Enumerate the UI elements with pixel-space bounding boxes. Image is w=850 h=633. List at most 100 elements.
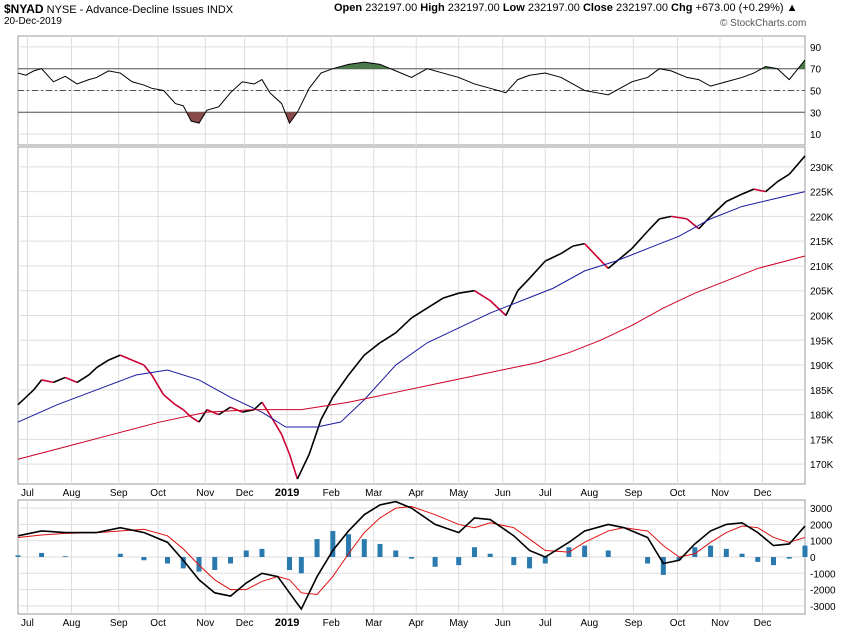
macd-histogram-bar xyxy=(377,543,383,557)
price-x-tick-label: Mar xyxy=(365,488,383,499)
chart-date: 20-Dec-2019 xyxy=(4,16,62,27)
macd-histogram-bar xyxy=(432,557,438,567)
price-x-tick-label: May xyxy=(449,488,468,499)
price-y-tick-label: 185K xyxy=(810,386,834,397)
rsi-oversold-fill xyxy=(18,112,805,124)
price-line-segment xyxy=(788,155,806,175)
macd-histogram-bar xyxy=(605,550,611,557)
price-line-segment xyxy=(332,374,350,398)
macd-y-tick-label: -2000 xyxy=(810,586,836,597)
price-line-segment xyxy=(120,354,133,361)
price-x-tick-label: Sep xyxy=(625,488,643,499)
macd-histogram-bar xyxy=(39,552,45,557)
price-y-tick-label: 205K xyxy=(810,287,834,298)
macd-histogram-bar xyxy=(739,553,745,557)
macd-histogram-bar xyxy=(645,557,651,564)
price-line-segment xyxy=(395,317,413,334)
price-line-segment xyxy=(411,307,428,319)
macd-x-tick-label: Dec xyxy=(754,618,772,629)
price-x-tick-label: Dec xyxy=(236,488,254,499)
macd-x-tick-label: Mar xyxy=(365,618,383,629)
price-line-segment xyxy=(584,243,598,257)
macd-x-tick-label: May xyxy=(449,618,468,629)
price-line-segment xyxy=(108,354,121,361)
price-line-segment xyxy=(253,401,263,411)
price-line-segment xyxy=(190,416,200,423)
rsi-y-tick-label: 10 xyxy=(810,130,822,141)
macd-histogram-bar xyxy=(723,548,729,557)
macd-y-tick-label: 0 xyxy=(810,553,816,564)
macd-x-tick-label: Sep xyxy=(625,618,643,629)
grid xyxy=(18,36,805,614)
macd-histogram-bar xyxy=(692,547,698,557)
close-value: 232197.00 xyxy=(615,2,668,14)
price-line-segment xyxy=(347,354,365,376)
price-line-segment xyxy=(53,376,66,384)
price-y-tick-label: 225K xyxy=(810,188,834,199)
price-line-segment xyxy=(363,342,381,356)
high-value: 232197.00 xyxy=(447,2,500,14)
low-value: 232197.00 xyxy=(527,2,580,14)
price-x-tick-label: 2019 xyxy=(275,487,299,499)
price-x-tick-label: Jul xyxy=(539,488,552,499)
price-x-tick-label: Dec xyxy=(754,488,772,499)
chart-header-left: $NYAD NYSE - Advance-Decline Issues INDX xyxy=(4,2,233,16)
price-line-segment xyxy=(76,374,90,384)
macd-histogram-bar xyxy=(62,556,68,557)
exchange: INDX xyxy=(206,4,234,16)
up-arrow-icon: ▲ xyxy=(786,2,798,14)
chg-value: +673.00 (+0.29%) xyxy=(695,2,784,14)
price-line-segment xyxy=(458,289,475,294)
macd-histogram-bar xyxy=(314,539,320,557)
price-line-segment xyxy=(619,247,633,260)
price-x-tick-label: Aug xyxy=(63,488,81,499)
macd-histogram-bar xyxy=(802,545,808,557)
price-y-tick-label: 190K xyxy=(810,361,834,372)
rsi-y-tick-label: 30 xyxy=(810,108,822,119)
price-y-tick-label: 200K xyxy=(810,312,834,323)
price-line-segment xyxy=(131,359,145,366)
price-line-segment xyxy=(560,245,574,255)
rsi-y-tick-label: 70 xyxy=(810,65,822,76)
macd-histogram-bar xyxy=(196,557,202,572)
macd-histogram-bar xyxy=(212,557,218,571)
macd-histogram-bar xyxy=(527,557,533,569)
macd-x-tick-label: Nov xyxy=(711,618,729,629)
price-x-tick-label: Apr xyxy=(408,488,424,499)
price-line-segment xyxy=(269,414,283,435)
macd-histogram-bar xyxy=(755,557,761,562)
price-line-segment xyxy=(280,434,291,455)
rsi-line xyxy=(17,59,806,125)
macd-histogram-bar xyxy=(227,557,233,564)
high-label: High xyxy=(420,2,445,14)
price-line-segment xyxy=(151,374,165,396)
panel-frames xyxy=(17,35,806,615)
macd-y-tick-label: 1000 xyxy=(810,537,833,548)
price-line-segment xyxy=(725,193,743,203)
macd-x-tick-label: Aug xyxy=(580,618,598,629)
price-y-tick-label: 215K xyxy=(810,237,834,248)
price-line-segment xyxy=(686,218,700,230)
price-line-segment xyxy=(17,396,27,406)
macd-histogram-bar xyxy=(511,557,517,566)
macd-histogram-bar xyxy=(676,557,682,561)
macd-histogram-bar xyxy=(660,557,666,575)
price-line-segment xyxy=(308,419,322,455)
macd-x-tick-label: Oct xyxy=(150,618,166,629)
close-label: Close xyxy=(582,2,613,14)
price-line-segment xyxy=(517,277,531,292)
price-line-segment xyxy=(379,332,397,344)
price-line-segment xyxy=(671,215,688,220)
security-name: NYSE - Advance-Decline Issues xyxy=(46,4,204,16)
macd-y-tick-label: 3000 xyxy=(810,504,833,515)
price-line-segment xyxy=(765,181,778,193)
price-line-segment xyxy=(33,379,43,391)
macd-histogram-bar xyxy=(330,530,336,557)
price-line-segment xyxy=(143,364,153,376)
price-line-segment xyxy=(595,255,609,269)
price-y-tick-label: 170K xyxy=(810,460,834,471)
price-line-segment xyxy=(659,215,672,220)
macd-histogram-bar xyxy=(165,557,171,564)
macd-histogram-bar xyxy=(786,557,792,559)
macd-signal-line xyxy=(17,506,806,595)
